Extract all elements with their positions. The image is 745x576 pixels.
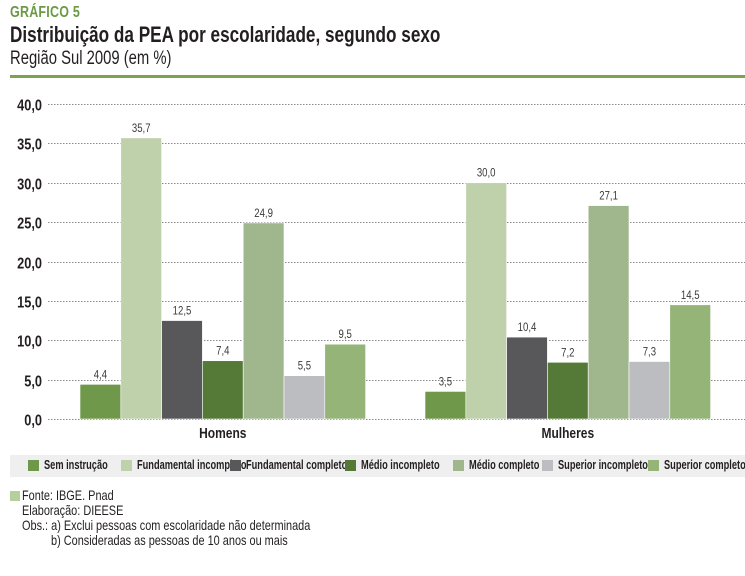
legend-label: Médio completo	[469, 458, 540, 472]
legend-label: Superior incompleto	[558, 458, 648, 472]
data-label: 9,5	[339, 328, 352, 341]
legend-swatch-icon	[453, 460, 464, 471]
y-tick-label: 20,0	[17, 255, 42, 273]
legend-swatch-icon	[230, 460, 241, 471]
chart-kicker: GRÁFICO 5	[10, 4, 81, 21]
data-label: 7,2	[561, 346, 574, 359]
y-tick-label: 35,0	[17, 136, 42, 154]
header-divider	[10, 75, 745, 78]
data-label: 3,5	[439, 375, 452, 388]
bar	[587, 205, 630, 420]
bar	[669, 304, 711, 420]
category-label: Homens	[199, 425, 246, 442]
note-obs-b: b) Consideradas as pessoas de 10 anos ou…	[51, 532, 288, 548]
legend-swatch-icon	[648, 460, 659, 471]
note-source: Fonte: IBGE. Pnad	[22, 487, 114, 503]
note-elaboration: Elaboração: DIEESE	[22, 502, 124, 518]
y-tick-label: 40,0	[17, 97, 42, 115]
bar	[283, 375, 326, 420]
chart-title: Distribuição da PEA por escolaridade, se…	[10, 22, 441, 47]
data-label: 4,4	[94, 368, 107, 381]
bar-chart: 0,0 5,0 10,0 15,0 20,0 25,0 30,0 35,0 40,0 4,4 35,…	[0, 85, 745, 455]
data-label: 5,5	[298, 360, 311, 373]
y-tick-label: 25,0	[17, 215, 42, 233]
data-label: 7,3	[643, 346, 656, 359]
legend-label: Superior completo	[664, 458, 745, 472]
source-swatch-icon	[10, 491, 20, 501]
data-label: 30,0	[477, 167, 496, 180]
legend-label: Fundamental completo	[246, 458, 348, 472]
bar	[242, 222, 285, 420]
y-tick-label: 10,0	[17, 333, 42, 351]
bar	[506, 336, 548, 420]
legend-swatch-icon	[542, 460, 553, 471]
legend-label: Sem instrução	[44, 458, 108, 472]
data-label: 7,4	[216, 345, 229, 358]
data-label: 35,7	[132, 122, 151, 135]
bar	[547, 361, 589, 420]
legend-swatch-icon	[121, 460, 132, 471]
data-label: 27,1	[599, 190, 618, 203]
category-label: Mulheres	[541, 425, 594, 442]
y-tick-label: 30,0	[17, 176, 42, 194]
bar	[161, 320, 203, 420]
y-tick-label: 5,0	[24, 373, 42, 391]
bar	[424, 391, 467, 420]
data-label: 24,9	[254, 207, 273, 220]
bar	[79, 384, 122, 420]
bar	[202, 360, 244, 420]
chart-canvas: 0,0 5,0 10,0 15,0 20,0 25,0 30,0 35,0 40,0 4,4 35,…	[17, 97, 745, 442]
legend-label: Médio incompleto	[361, 458, 440, 472]
legend-swatch-icon	[28, 460, 39, 471]
y-tick-label: 0,0	[24, 412, 42, 430]
y-tick-label: 15,0	[17, 294, 42, 312]
note-obs-a: Obs.: a) Exclui pessoas com escolaridade…	[22, 517, 311, 533]
data-label: 12,5	[173, 305, 192, 318]
bar	[465, 182, 507, 420]
bar	[628, 361, 671, 420]
chart-legend: Sem instrução Fundamental incompleto Funda…	[10, 455, 745, 477]
data-label: 10,4	[518, 321, 537, 334]
data-label: 14,5	[681, 289, 700, 302]
bar	[120, 137, 162, 420]
chart-notes: Fonte: IBGE. Pnad Elaboração: DIEESE Obs…	[10, 488, 392, 548]
legend-label: Fundamental incompleto	[137, 458, 247, 472]
chart-subtitle: Região Sul 2009 (em %)	[10, 48, 172, 69]
legend-swatch-icon	[345, 460, 356, 471]
bar	[324, 343, 366, 420]
